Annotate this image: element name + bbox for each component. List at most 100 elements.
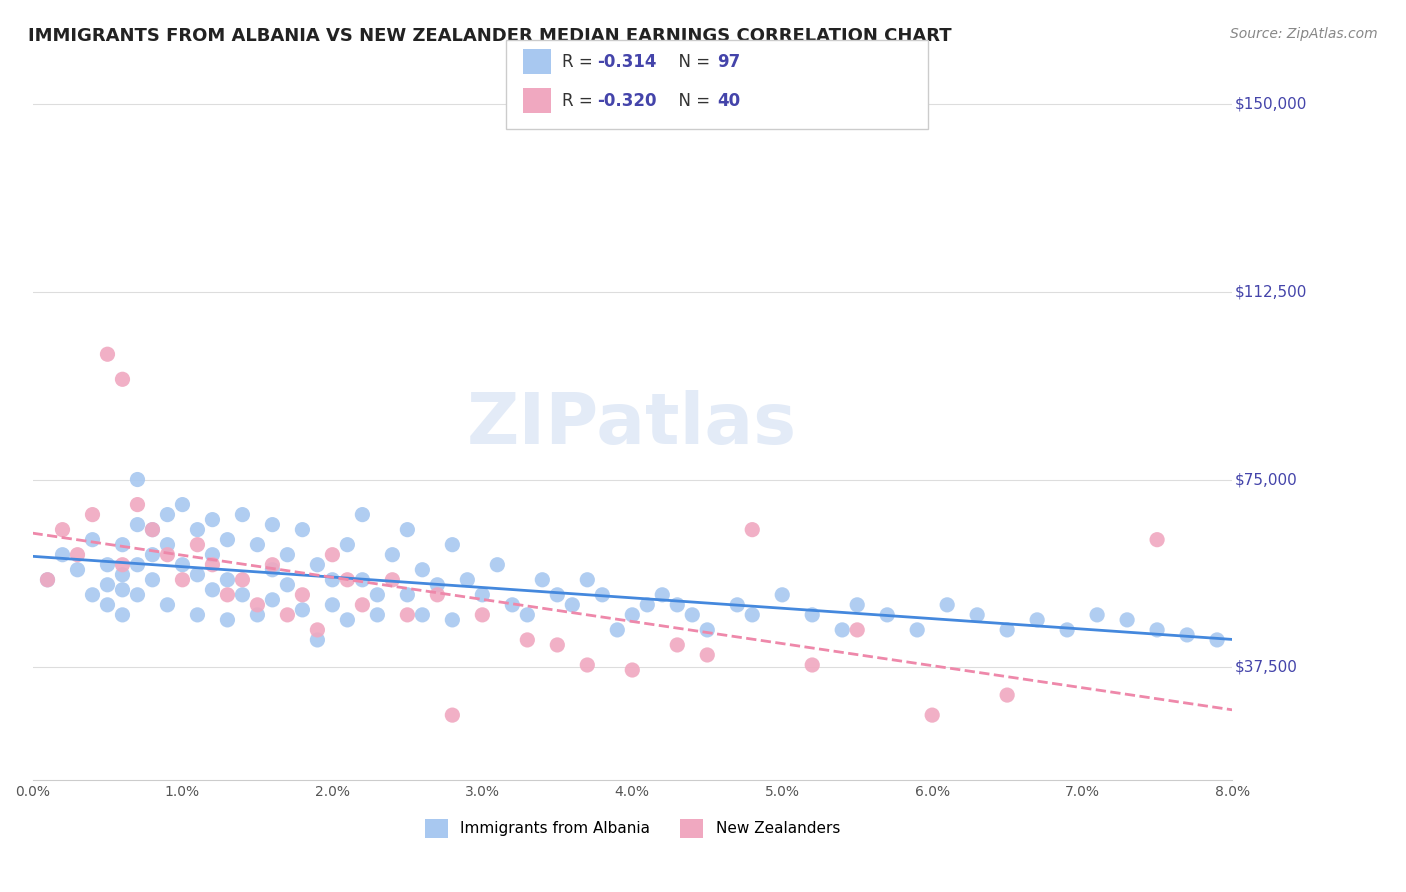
New Zealanders [127, 498, 149, 512]
Immigrants from Albania [231, 588, 253, 602]
New Zealanders [186, 538, 208, 552]
Immigrants from Albania [51, 548, 73, 562]
New Zealanders [172, 573, 194, 587]
Immigrants from Albania [262, 563, 284, 577]
Immigrants from Albania [111, 607, 134, 622]
New Zealanders [66, 548, 89, 562]
New Zealanders [352, 598, 374, 612]
New Zealanders [471, 607, 494, 622]
Immigrants from Albania [966, 607, 988, 622]
Immigrants from Albania [606, 623, 628, 637]
New Zealanders [276, 607, 298, 622]
New Zealanders [396, 607, 419, 622]
Text: -0.320: -0.320 [598, 92, 657, 110]
Immigrants from Albania [352, 508, 374, 522]
New Zealanders [307, 623, 329, 637]
New Zealanders [921, 708, 943, 723]
New Zealanders [111, 372, 134, 386]
Text: R =: R = [562, 53, 599, 70]
Text: Source: ZipAtlas.com: Source: ZipAtlas.com [1230, 27, 1378, 41]
New Zealanders [696, 648, 718, 662]
New Zealanders [426, 588, 449, 602]
New Zealanders [801, 658, 824, 673]
Immigrants from Albania [1175, 628, 1198, 642]
Immigrants from Albania [352, 573, 374, 587]
Immigrants from Albania [516, 607, 538, 622]
New Zealanders [111, 558, 134, 572]
Immigrants from Albania [396, 588, 419, 602]
New Zealanders [846, 623, 869, 637]
Text: ZIPatlas: ZIPatlas [467, 390, 797, 458]
Immigrants from Albania [336, 613, 359, 627]
Immigrants from Albania [156, 508, 179, 522]
Immigrants from Albania [546, 588, 568, 602]
New Zealanders [37, 573, 59, 587]
New Zealanders [82, 508, 104, 522]
Immigrants from Albania [276, 548, 298, 562]
New Zealanders [217, 588, 239, 602]
Immigrants from Albania [636, 598, 658, 612]
New Zealanders [666, 638, 689, 652]
Immigrants from Albania [681, 607, 703, 622]
Immigrants from Albania [141, 523, 163, 537]
Immigrants from Albania [201, 582, 224, 597]
New Zealanders [1146, 533, 1168, 547]
Immigrants from Albania [936, 598, 959, 612]
Immigrants from Albania [725, 598, 748, 612]
Immigrants from Albania [321, 598, 343, 612]
Immigrants from Albania [576, 573, 599, 587]
Immigrants from Albania [111, 538, 134, 552]
Text: N =: N = [668, 53, 716, 70]
Immigrants from Albania [321, 573, 343, 587]
Text: -0.314: -0.314 [598, 53, 657, 70]
Immigrants from Albania [201, 548, 224, 562]
Immigrants from Albania [201, 513, 224, 527]
New Zealanders [262, 558, 284, 572]
Text: $112,500: $112,500 [1234, 284, 1306, 299]
Immigrants from Albania [1116, 613, 1139, 627]
Immigrants from Albania [561, 598, 583, 612]
Immigrants from Albania [591, 588, 613, 602]
New Zealanders [576, 658, 599, 673]
Immigrants from Albania [127, 473, 149, 487]
Immigrants from Albania [651, 588, 673, 602]
Immigrants from Albania [246, 607, 269, 622]
Text: 97: 97 [717, 53, 741, 70]
Immigrants from Albania [381, 548, 404, 562]
Immigrants from Albania [127, 558, 149, 572]
Text: N =: N = [668, 92, 716, 110]
Immigrants from Albania [291, 603, 314, 617]
Immigrants from Albania [531, 573, 554, 587]
Immigrants from Albania [471, 588, 494, 602]
Immigrants from Albania [905, 623, 928, 637]
Immigrants from Albania [366, 607, 388, 622]
Immigrants from Albania [127, 588, 149, 602]
New Zealanders [141, 523, 163, 537]
Immigrants from Albania [441, 538, 464, 552]
Immigrants from Albania [217, 573, 239, 587]
New Zealanders [291, 588, 314, 602]
Immigrants from Albania [37, 573, 59, 587]
New Zealanders [321, 548, 343, 562]
New Zealanders [246, 598, 269, 612]
New Zealanders [995, 688, 1018, 702]
Immigrants from Albania [186, 567, 208, 582]
Text: $150,000: $150,000 [1234, 96, 1306, 112]
Immigrants from Albania [456, 573, 478, 587]
Immigrants from Albania [441, 613, 464, 627]
Immigrants from Albania [156, 538, 179, 552]
Immigrants from Albania [770, 588, 793, 602]
New Zealanders [381, 573, 404, 587]
Immigrants from Albania [186, 607, 208, 622]
Immigrants from Albania [141, 548, 163, 562]
Immigrants from Albania [246, 538, 269, 552]
Immigrants from Albania [307, 632, 329, 647]
Immigrants from Albania [1056, 623, 1078, 637]
Immigrants from Albania [96, 578, 118, 592]
Immigrants from Albania [486, 558, 509, 572]
Immigrants from Albania [366, 588, 388, 602]
Immigrants from Albania [276, 578, 298, 592]
Immigrants from Albania [82, 588, 104, 602]
Immigrants from Albania [621, 607, 644, 622]
Immigrants from Albania [172, 558, 194, 572]
